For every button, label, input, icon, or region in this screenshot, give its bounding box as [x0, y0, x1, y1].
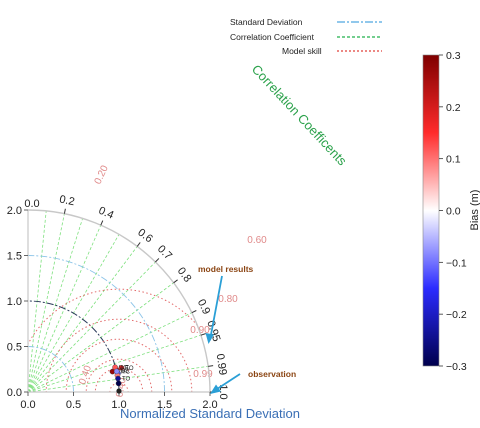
correlation-tick-mark: [173, 279, 178, 284]
annotation-observation: observation: [210, 369, 296, 394]
colorbar-gradient: [422, 54, 440, 367]
legend-label-corr: Correlation Coefficient: [230, 32, 315, 42]
data-point-label: WF: [119, 365, 129, 371]
correlation-tick-label: 0.4: [97, 205, 116, 222]
x-tick-label: 0.5: [66, 399, 81, 411]
colorbar-tick-label: −0.2: [446, 309, 467, 321]
correlation-tick-mark: [191, 310, 197, 314]
colorbar-tick-label: 0.0: [446, 206, 461, 218]
correlation-tick-mark: [155, 258, 160, 263]
x-tick-label: 1.0: [111, 399, 126, 411]
x-tick-label: 0.0: [20, 399, 35, 411]
data-point: [115, 380, 122, 387]
correlation-tick-label: 0.6: [135, 227, 154, 246]
correlation-tick-mark: [100, 220, 104, 226]
colorbar-label: Bias (m): [469, 190, 480, 231]
data-point-label: TO: [122, 377, 131, 383]
skill-contour: [65, 338, 173, 392]
annotation-observation-arrowhead: [210, 384, 221, 394]
annotation-observation-text: observation: [248, 369, 296, 379]
y-tick-label: 2.0: [7, 205, 22, 217]
std-arc: [28, 300, 120, 392]
skill-contour-label: 0.20: [93, 163, 111, 186]
legend: Standard Deviation Correlation Coefficie…: [230, 17, 382, 56]
correlation-tick-label: 1.0: [217, 384, 229, 399]
correlation-tick-mark: [63, 208, 66, 214]
outer-arc: [27, 209, 211, 393]
skill-contour-label: 0.80: [218, 294, 238, 305]
data-point-label: MC: [121, 369, 131, 375]
data-point: [115, 375, 121, 382]
correlation-tick-label: 0.2: [58, 193, 75, 208]
observation-point: [116, 388, 122, 394]
skill-contour-label: 0.60: [247, 235, 267, 246]
data-point-label: SS: [121, 369, 129, 375]
arc-title: Correlation Coefficents: [249, 62, 350, 169]
y-tick-label: 0.0: [7, 387, 22, 399]
legend-label-std: Standard Deviation: [230, 17, 303, 27]
correlation-tick-label: 0.8: [175, 265, 194, 284]
skill-contour-label: 0.99: [193, 369, 213, 380]
skill-contour-label: 0.90: [190, 325, 210, 336]
annotation-model-results-arrowhead: [205, 333, 214, 344]
colorbar-tick-label: 0.2: [446, 102, 461, 114]
colorbar-tick-label: 0.3: [446, 50, 461, 62]
legend-label-skill: Model skill: [282, 46, 322, 56]
annotation-model-results-arrow: [209, 275, 223, 341]
colorbar: 0.3 0.2 0.1 0.0 −0.1 −0.2 −0.3 Bias (m): [422, 50, 480, 373]
annotation-model-results-text: model results: [198, 264, 254, 274]
colorbar-tick-label: −0.3: [446, 361, 467, 373]
std-arc: [28, 255, 165, 392]
data-point-label: TO: [125, 366, 134, 372]
x-axis-label: Normalized Standard Deviation: [120, 406, 300, 421]
tick-labels: 0.0 0.5 1.0 1.5 2.00.51.01.52.00.00.20.40.60…: [7, 193, 229, 411]
x-tick-label: 1.5: [157, 399, 172, 411]
correlation-line: [28, 213, 65, 392]
colorbar-tick-label: −0.1: [446, 257, 467, 269]
colorbar-tick-label: 0.1: [446, 154, 461, 166]
correlation-tick-mark: [136, 242, 141, 247]
y-tick-label: 1.0: [7, 296, 22, 308]
colorbar-ticks: 0.3 0.2 0.1 0.0 −0.1 −0.2 −0.3: [439, 50, 467, 373]
data-point: [118, 364, 125, 371]
correlation-line: [28, 261, 156, 392]
y-tick-label: 1.5: [7, 251, 22, 263]
correlation-tick-mark: [200, 333, 206, 336]
correlation-tick-label: 0.0: [24, 198, 39, 210]
correlation-tick-label: 0.9: [195, 297, 212, 316]
data-point: [113, 368, 120, 375]
correlation-tick-mark: [208, 365, 214, 367]
y-tick-label: 0.5: [7, 342, 22, 354]
annotation-model-results: model results: [198, 264, 254, 344]
correlation-tick-label: 0.99: [214, 353, 229, 376]
x-tick-label: 2.0: [202, 399, 217, 411]
std-arc: [28, 346, 74, 392]
